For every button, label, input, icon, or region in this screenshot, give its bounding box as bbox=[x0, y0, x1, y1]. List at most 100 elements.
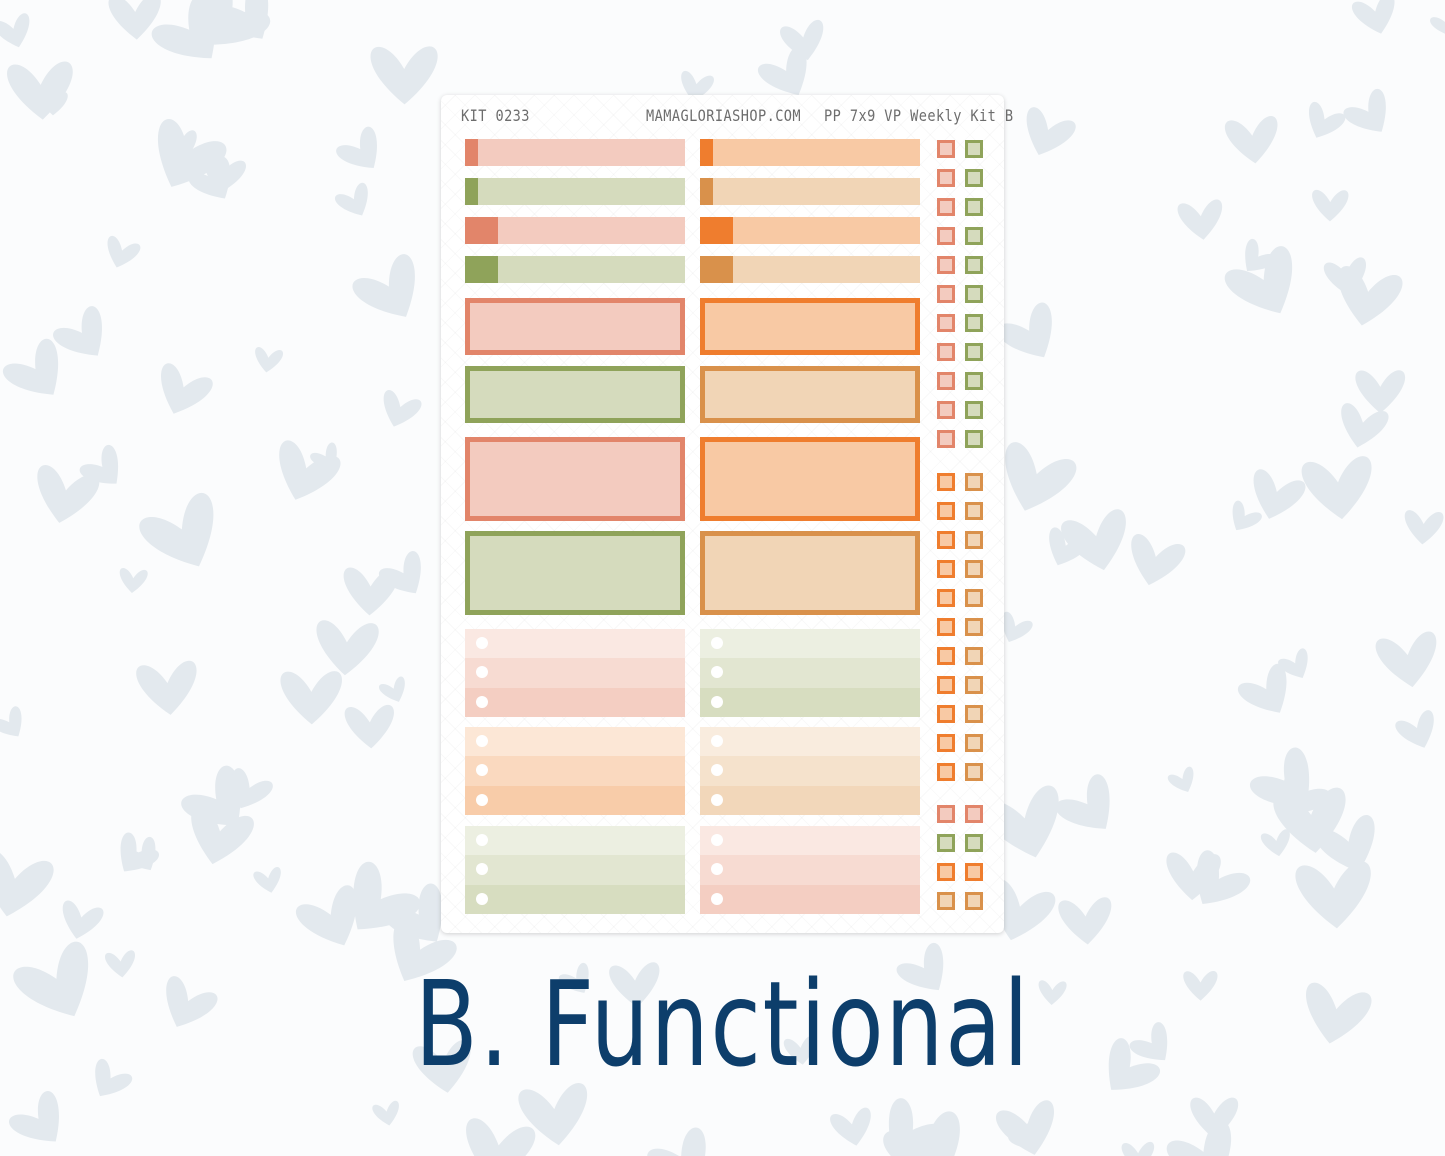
heart-shape bbox=[136, 660, 197, 715]
heart-shape bbox=[253, 867, 281, 893]
checkbox-sticker bbox=[937, 892, 955, 910]
heart-shape bbox=[1355, 370, 1406, 414]
checkbox-sticker bbox=[965, 734, 983, 752]
heart-shape bbox=[1295, 861, 1371, 929]
box-sticker bbox=[465, 366, 685, 423]
checkbox-circle bbox=[711, 695, 723, 708]
checkbox-sticker bbox=[965, 560, 983, 578]
flag-tab bbox=[465, 256, 498, 283]
checkbox-sticker bbox=[937, 618, 955, 636]
checkbox-sticker bbox=[965, 531, 983, 549]
heart-shape bbox=[379, 676, 405, 702]
heart-shape bbox=[518, 1082, 588, 1146]
heart-shape bbox=[383, 390, 422, 427]
box-sticker bbox=[465, 437, 685, 521]
heart-shape bbox=[95, 1058, 133, 1097]
checkbox-sticker bbox=[937, 502, 955, 520]
heart-shape bbox=[353, 861, 421, 930]
heart-shape bbox=[1108, 1038, 1161, 1090]
checkbox-sticker bbox=[937, 863, 955, 881]
heart-shape bbox=[558, 962, 589, 993]
checklist-row bbox=[465, 884, 685, 914]
heart-shape bbox=[1232, 500, 1262, 531]
heart-shape bbox=[0, 849, 54, 917]
checkbox-sticker bbox=[937, 589, 955, 607]
checklist-sticker bbox=[700, 826, 920, 914]
checkbox-circle bbox=[711, 863, 723, 876]
checkbox-sticker bbox=[965, 285, 983, 303]
heart-shape bbox=[1343, 88, 1386, 132]
box-sticker bbox=[465, 298, 685, 355]
checklist-row bbox=[700, 727, 920, 757]
flag-sticker bbox=[700, 217, 920, 244]
heart-shape bbox=[393, 917, 457, 981]
heart-shape bbox=[336, 126, 377, 168]
checkbox-sticker bbox=[937, 647, 955, 665]
checkbox-sticker bbox=[937, 763, 955, 781]
heart-shape bbox=[1131, 533, 1186, 586]
flag-sticker bbox=[465, 217, 685, 244]
checklist-row bbox=[700, 629, 920, 659]
heart-shape bbox=[151, 0, 216, 59]
heart-shape bbox=[1430, 9, 1445, 36]
heart-shape bbox=[1260, 829, 1290, 857]
heart-shape bbox=[1008, 1123, 1034, 1149]
checkbox-sticker bbox=[965, 430, 983, 448]
checkbox-circle bbox=[476, 764, 488, 777]
checkbox-circle bbox=[711, 735, 723, 747]
checkbox-sticker bbox=[937, 676, 955, 694]
checkbox-sticker bbox=[965, 140, 983, 158]
heart-shape bbox=[370, 46, 438, 105]
heart-shape bbox=[647, 1127, 706, 1156]
heart-shape bbox=[104, 950, 135, 978]
heart-shape bbox=[609, 962, 660, 1008]
flag-sticker bbox=[465, 256, 685, 283]
heart-shape bbox=[466, 1118, 536, 1156]
checkbox-sticker bbox=[937, 473, 955, 491]
heart-shape bbox=[139, 492, 214, 567]
heart-shape bbox=[53, 306, 103, 356]
checklist-row bbox=[700, 884, 920, 914]
checkbox-circle bbox=[711, 637, 723, 649]
checklist-sticker bbox=[465, 629, 685, 717]
heart-shape bbox=[889, 1098, 948, 1156]
checkbox-circle bbox=[711, 834, 723, 846]
heart-shape bbox=[1001, 611, 1033, 642]
checklist-row bbox=[465, 727, 685, 757]
checkbox-sticker bbox=[965, 676, 983, 694]
checkbox-sticker bbox=[965, 198, 983, 216]
checkbox-circle bbox=[476, 793, 488, 806]
flag-tab bbox=[465, 217, 498, 244]
flag-sticker bbox=[465, 178, 685, 205]
heart-shape bbox=[280, 671, 342, 725]
checkbox-sticker bbox=[937, 256, 955, 274]
checklist-sticker bbox=[465, 727, 685, 815]
heart-shape bbox=[372, 1100, 399, 1126]
heart-shape bbox=[757, 46, 807, 95]
heart-shape bbox=[119, 568, 148, 594]
checkbox-sticker bbox=[937, 531, 955, 549]
heart-shape bbox=[1121, 1142, 1155, 1156]
heart-shape bbox=[830, 1107, 871, 1146]
heart-shape bbox=[296, 885, 357, 946]
checkbox-sticker bbox=[937, 401, 955, 419]
heart-shape bbox=[1058, 897, 1112, 945]
heart-shape bbox=[1005, 442, 1077, 511]
checklist-row bbox=[465, 629, 685, 659]
heart-shape bbox=[1312, 190, 1349, 222]
heart-shape bbox=[1404, 510, 1444, 545]
checkbox-circle bbox=[476, 892, 488, 905]
kit-number-label: KIT 0233 bbox=[461, 106, 530, 125]
heart-shape bbox=[232, 768, 273, 809]
checklist-row bbox=[465, 826, 685, 856]
heart-shape bbox=[334, 182, 368, 216]
heart-shape bbox=[255, 347, 284, 373]
product-title: B. Functional bbox=[414, 955, 1031, 1093]
heart-shape bbox=[379, 551, 421, 594]
checkbox-sticker bbox=[937, 169, 955, 187]
checklist-sticker bbox=[700, 629, 920, 717]
heart-shape bbox=[1183, 971, 1218, 1001]
heart-shape bbox=[1167, 766, 1194, 792]
checklist-row bbox=[700, 687, 920, 717]
heart-shape bbox=[1278, 648, 1308, 678]
